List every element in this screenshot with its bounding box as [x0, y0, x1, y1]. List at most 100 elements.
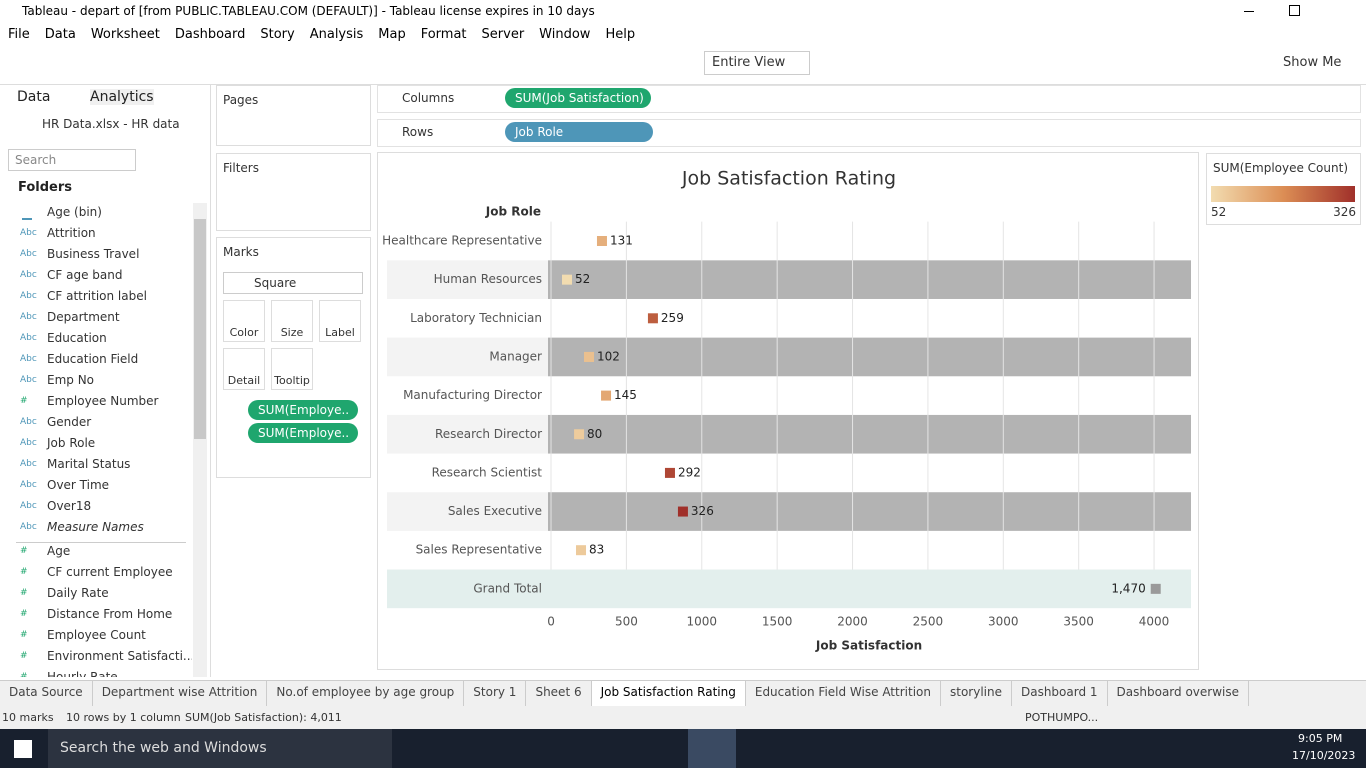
field-icon: Abc — [20, 270, 37, 280]
separator — [16, 542, 186, 543]
row-label: Sales Representative — [416, 543, 542, 557]
field[interactable]: Marital Status — [47, 457, 131, 471]
columns-shelf: Columns SUM(Job Satisfaction) — [377, 85, 1361, 113]
field[interactable]: Employee Count — [47, 628, 146, 642]
field[interactable]: Age — [47, 544, 71, 558]
sheet-tab[interactable]: Dashboard 1 — [1012, 681, 1108, 706]
mark-square — [647, 313, 658, 324]
field[interactable]: Daily Rate — [47, 586, 109, 600]
fit-dropdown[interactable]: Entire View — [704, 51, 810, 75]
field[interactable]: Emp No — [47, 373, 95, 387]
field[interactable]: Job Role — [47, 436, 96, 450]
field-icon: Abc — [20, 501, 37, 511]
data-source[interactable]: HR Data.xlsx - HR data — [42, 117, 180, 131]
rows-pill[interactable]: Job Role — [505, 122, 653, 142]
field[interactable]: Education — [47, 331, 107, 345]
close[interactable] — [1334, 0, 1350, 20]
field-icon: # — [20, 546, 28, 556]
scrollbar[interactable] — [193, 203, 207, 677]
field-icon: # — [20, 567, 28, 577]
field-icon: Abc — [20, 480, 37, 490]
field[interactable]: Education Field — [47, 352, 139, 366]
mark-label: 131 — [610, 234, 633, 248]
field[interactable]: Hourly Rate — [47, 670, 118, 677]
menu-item[interactable]: Story — [260, 26, 295, 42]
mark-type[interactable]: Square — [223, 272, 363, 294]
minimize[interactable] — [1244, 11, 1254, 12]
search-web[interactable]: Search the web and Windows — [48, 729, 392, 768]
menu-item[interactable]: Help — [605, 26, 636, 42]
search-box[interactable]: Search — [8, 149, 136, 171]
analytics-tab[interactable]: Analytics — [90, 89, 154, 105]
menu-item[interactable]: Data — [44, 26, 76, 42]
menu-item[interactable]: Server — [481, 26, 525, 42]
field-icon: Abc — [20, 522, 37, 532]
menu-item[interactable]: Worksheet — [90, 26, 160, 42]
sheet-tab[interactable]: Job Satisfaction Rating — [591, 681, 746, 706]
field[interactable]: Environment Satisfacti... — [47, 649, 192, 663]
marks-pill[interactable]: SUM(Employe.. — [248, 400, 358, 420]
data-tab[interactable]: Data — [17, 89, 51, 105]
menu-item[interactable]: Map — [378, 26, 406, 42]
row-band — [548, 337, 1191, 377]
field[interactable]: Distance From Home — [47, 607, 173, 621]
menu-item[interactable]: Analysis — [309, 26, 364, 42]
field[interactable]: Measure Names — [47, 520, 144, 534]
field[interactable]: Age (bin) — [47, 205, 102, 219]
marks-card: Marks Square Color Size Label Detail Tooltip… — [216, 237, 371, 478]
mark-square — [601, 390, 612, 401]
mark-square — [677, 506, 688, 517]
menu-item[interactable]: File — [8, 26, 30, 42]
legend-title: SUM(Employee Count) — [1213, 161, 1348, 175]
user-menu[interactable]: POTHUMPO... — [1025, 711, 1099, 724]
menu-item[interactable]: Window — [539, 26, 591, 42]
marks-button[interactable]: Label — [319, 300, 361, 342]
menu-item[interactable]: Dashboard — [174, 26, 246, 42]
sheet-tab[interactable]: Department wise Attrition — [93, 681, 268, 706]
tableau-task[interactable] — [688, 729, 736, 768]
marks-pill[interactable]: SUM(Employe.. — [248, 423, 358, 443]
show-me[interactable]: Show Me — [1283, 55, 1342, 70]
field-icon: # — [20, 651, 28, 661]
rows-shelf: Rows Job Role — [377, 119, 1361, 147]
marks-button[interactable]: Detail — [223, 348, 265, 390]
start-button[interactable] — [14, 740, 32, 758]
field[interactable]: Over Time — [47, 478, 110, 492]
sheet-tab[interactable]: No.of employee by age group — [267, 681, 465, 706]
field[interactable]: Business Travel — [47, 247, 140, 261]
row-label-band — [387, 414, 548, 454]
marks-button[interactable]: Tooltip — [271, 348, 313, 390]
total-label: 1,470 — [1111, 581, 1145, 595]
field-icon: Abc — [20, 375, 37, 385]
restore[interactable] — [1289, 5, 1300, 16]
x-tick-label: 2000 — [837, 615, 868, 629]
legend-min: 52 — [1211, 205, 1227, 219]
marks-button[interactable]: Color — [223, 300, 265, 342]
folders-label: Folders — [18, 180, 73, 195]
row-label: Healthcare Representative — [382, 234, 542, 248]
row-label: Laboratory Technician — [410, 311, 542, 325]
field[interactable]: Department — [47, 310, 120, 324]
field[interactable]: CF current Employee — [47, 565, 173, 579]
columns-pill[interactable]: SUM(Job Satisfaction) — [505, 88, 651, 108]
x-tick-label: 3000 — [988, 615, 1019, 629]
sheet-tab[interactable]: Dashboard overwise — [1108, 681, 1250, 706]
legend-gradient — [1211, 186, 1355, 202]
field[interactable]: Over18 — [47, 499, 92, 513]
sheet-tab[interactable]: Story 1 — [464, 681, 527, 706]
sheet-tab[interactable]: Data Source — [0, 681, 93, 706]
marks-button[interactable]: Size — [271, 300, 313, 342]
field[interactable]: CF age band — [47, 268, 123, 282]
field[interactable]: CF attrition label — [47, 289, 147, 303]
sheet-tab[interactable]: Education Field Wise Attrition — [746, 681, 941, 706]
menu-item[interactable]: Format — [420, 26, 467, 42]
field[interactable]: Gender — [47, 415, 92, 429]
marks-button-label: Detail — [227, 374, 261, 387]
sheet-tab[interactable]: storyline — [941, 681, 1012, 706]
scroll-thumb[interactable] — [194, 219, 206, 439]
row-band — [548, 260, 1191, 299]
x-tick-label: 500 — [615, 615, 638, 629]
field[interactable]: Employee Number — [47, 394, 159, 408]
sheet-tab[interactable]: Sheet 6 — [526, 681, 592, 706]
field[interactable]: Attrition — [47, 226, 96, 240]
